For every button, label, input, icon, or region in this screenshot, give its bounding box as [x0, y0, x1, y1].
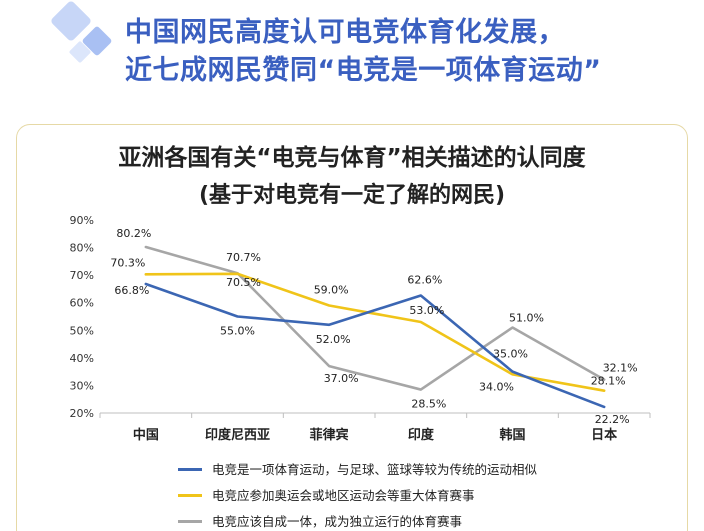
- data-label: 28.1%: [591, 375, 626, 388]
- data-label: 34.0%: [479, 380, 514, 393]
- chart-subtitle: (基于对电竞有一定了解的网民): [198, 183, 506, 208]
- legend-label: 电竞应参加奥运会或地区运动会等重大体育赛事: [212, 488, 475, 503]
- legend-item-series-3: 电竞应该自成一体，成为独立运行的体育赛事: [178, 510, 678, 531]
- data-label: 59.0%: [314, 283, 349, 296]
- legend-swatch: [178, 494, 202, 497]
- data-label: 22.2%: [595, 413, 630, 426]
- y-tick-label: 90%: [70, 214, 94, 227]
- data-label: 70.3%: [110, 256, 145, 269]
- y-tick-label: 50%: [70, 324, 94, 337]
- data-label: 55.0%: [220, 325, 255, 338]
- y-tick-label: 70%: [70, 269, 94, 282]
- legend-label: 电竞应该自成一体，成为独立运行的体育赛事: [212, 514, 463, 529]
- data-label: 52.0%: [316, 333, 351, 346]
- x-tick-label: 日本: [591, 427, 617, 443]
- header: 中国网民高度认可电竞体育化发展， 近七成网民赞同“电竞是一项体育运动”: [0, 0, 704, 110]
- data-label: 35.0%: [493, 348, 528, 361]
- x-tick-label: 印度尼西亚: [205, 427, 270, 443]
- y-tick-label: 80%: [70, 242, 94, 255]
- legend-swatch: [178, 468, 202, 471]
- series-group: [144, 245, 606, 409]
- data-label: 37.0%: [324, 372, 359, 385]
- data-label: 28.5%: [411, 398, 446, 411]
- data-label: 32.1%: [603, 362, 638, 375]
- legend-swatch: [178, 520, 202, 523]
- series-line-2: [144, 272, 606, 392]
- data-label: 51.0%: [509, 312, 544, 325]
- data-labels: 66.8% 55.0% 52.0% 62.6% 35.0% 22.2% 70.3% 70.5%…: [110, 227, 637, 426]
- y-tick-label: 20%: [70, 407, 94, 420]
- x-tick-label: 韩国: [499, 427, 525, 443]
- chart-card: [16, 124, 688, 531]
- y-tick-label: 30%: [70, 379, 94, 392]
- y-tick-label: 40%: [70, 352, 94, 365]
- data-label: 66.8%: [114, 284, 149, 297]
- data-label: 70.5%: [226, 276, 261, 289]
- x-tick-label: 印度: [408, 427, 435, 443]
- legend-label: 电竞是一项体育运动，与足球、篮球等较为传统的运动相似: [212, 462, 538, 477]
- data-label: 53.0%: [409, 304, 444, 317]
- data-label: 62.6%: [407, 274, 442, 287]
- x-axis: 中国 印度尼西亚 菲律宾 印度 韩国 日本: [99, 412, 651, 443]
- data-label: 80.2%: [116, 227, 151, 240]
- series-line-1: [144, 282, 606, 409]
- headline-line-2: 近七成网民赞同“电竞是一项体育运动”: [125, 55, 602, 86]
- y-axis: 20% 30% 40% 50% 60% 70% 80% 90%: [70, 214, 94, 420]
- series-line-3: [144, 245, 606, 391]
- x-tick-label: 菲律宾: [310, 427, 349, 443]
- x-tick-label: 中国: [133, 427, 159, 443]
- data-label: 70.7%: [226, 251, 261, 264]
- headline-line-1: 中国网民高度认可电竞体育化发展，: [125, 17, 565, 48]
- y-tick-label: 60%: [70, 297, 94, 310]
- legend-item-series-2: 电竞应参加奥运会或地区运动会等重大体育赛事: [178, 484, 678, 506]
- legend-item-series-1: 电竞是一项体育运动，与足球、篮球等较为传统的运动相似: [178, 458, 678, 480]
- chart-title: 亚洲各国有关“电竞与体育”相关描述的认同度: [118, 145, 586, 171]
